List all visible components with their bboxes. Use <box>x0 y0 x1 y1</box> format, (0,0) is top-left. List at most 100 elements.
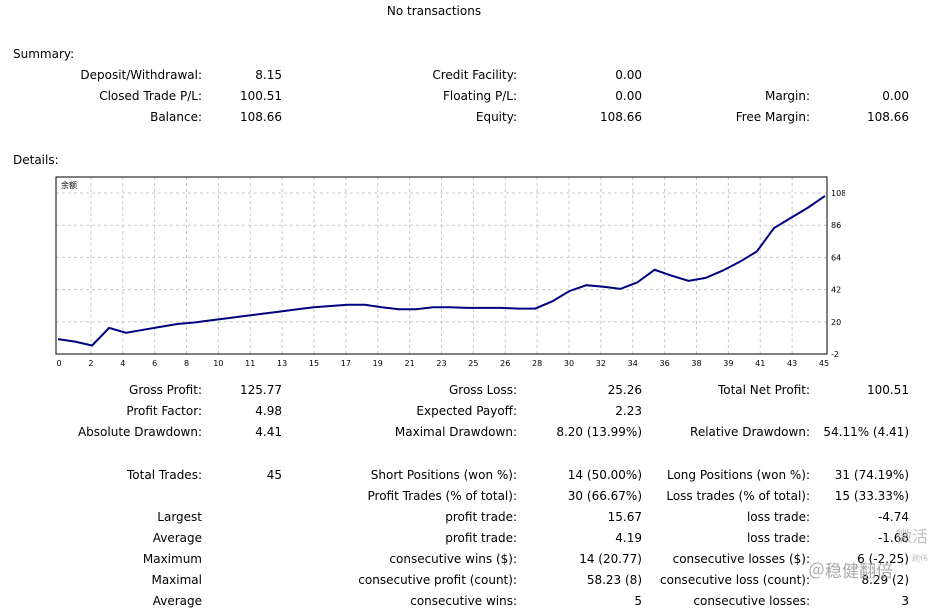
x-axis-ticks: 0 2 4 6 8 10 11 13 15 17 19 21 23 25 26 28 30 32 34 36 38 39 4… <box>56 359 829 368</box>
total-trades-label: Total Trades: <box>127 468 202 482</box>
gross-loss-value: 25.26 <box>607 383 642 397</box>
avg-consecutive-losses-value: 3 <box>901 594 909 608</box>
credit-value: 0.00 <box>615 68 642 82</box>
watermark-small-text: 刷伟 <box>912 554 928 563</box>
avg-consecutive-wins-value: 5 <box>634 594 642 608</box>
balance-value: 108.66 <box>240 110 282 124</box>
expected-payoff-value: 2.23 <box>615 404 642 418</box>
max-consecutive-wins-value: 14 (20.77) <box>579 552 642 566</box>
x-tick-label: 41 <box>755 359 765 368</box>
x-tick-label: 25 <box>468 359 478 368</box>
largest-profit-value: 15.67 <box>607 510 642 524</box>
x-tick-label: 32 <box>596 359 606 368</box>
average-loss-value: -1.68 <box>877 531 909 545</box>
equity-value: 108.66 <box>600 110 642 124</box>
balance-label: Balance: <box>150 110 202 124</box>
x-tick-label: 19 <box>373 359 383 368</box>
x-tick-label: 2 <box>88 359 93 368</box>
x-tick-label: 6 <box>152 359 157 368</box>
short-positions-value: 14 (50.00%) <box>567 468 642 482</box>
profit-trades-value: 30 (66.67%) <box>567 489 642 503</box>
summary-heading: Summary: <box>13 47 75 61</box>
profit-factor-value: 4.98 <box>255 404 282 418</box>
report-title: No transactions <box>386 4 482 18</box>
maximum-label: Maximum <box>142 552 202 566</box>
x-tick-label: 36 <box>660 359 670 368</box>
avg-consecutive-losses-label: consecutive losses: <box>693 594 810 608</box>
x-tick-label: 4 <box>120 359 125 368</box>
loss-trades-label: Loss trades (% of total): <box>666 489 810 503</box>
maximal-consecutive-loss-label: consecutive loss (count): <box>660 573 810 587</box>
profit-factor-label: Profit Factor: <box>126 404 202 418</box>
maximal-drawdown-label: Maximal Drawdown: <box>394 425 517 439</box>
closed-pl-label: Closed Trade P/L: <box>99 89 202 103</box>
free-margin-value: 108.66 <box>867 110 909 124</box>
maximal-label: Maximal <box>151 573 202 587</box>
x-tick-label: 39 <box>723 359 733 368</box>
net-profit-value: 100.51 <box>867 383 909 397</box>
chart-grid <box>56 177 827 354</box>
x-tick-label: 38 <box>691 359 701 368</box>
x-tick-label: 23 <box>436 359 446 368</box>
x-tick-label: 45 <box>819 359 829 368</box>
watermark-text: ＠稳健翻倍 <box>808 562 893 582</box>
y-tick-label: 20 <box>831 318 841 327</box>
x-tick-label: 21 <box>405 359 415 368</box>
gross-profit-label: Gross Profit: <box>129 383 202 397</box>
y-tick-label: 108 <box>831 189 845 198</box>
loss-trades-value: 15 (33.33%) <box>834 489 909 503</box>
x-tick-label: 0 <box>56 359 61 368</box>
chart-frame <box>55 176 828 355</box>
x-tick-label: 30 <box>564 359 574 368</box>
avg-consecutive-wins-label: consecutive wins: <box>410 594 517 608</box>
max-consecutive-wins-label: consecutive wins ($): <box>389 552 517 566</box>
x-tick-label: 11 <box>245 359 255 368</box>
relative-drawdown-value: 54.11% (4.41) <box>823 425 909 439</box>
short-positions-label: Short Positions (won %): <box>370 468 517 482</box>
relative-drawdown-label: Relative Drawdown: <box>690 425 810 439</box>
average-consecutive-label: Average <box>152 594 202 608</box>
deposit-value: 8.15 <box>255 68 282 82</box>
x-tick-label: 10 <box>213 359 223 368</box>
largest-loss-label: loss trade: <box>746 510 810 524</box>
x-tick-label: 13 <box>277 359 287 368</box>
largest-loss-value: -4.74 <box>877 510 909 524</box>
equity-label: Equity: <box>475 110 517 124</box>
net-profit-label: Total Net Profit: <box>717 383 810 397</box>
maximal-consecutive-profit-label: consecutive profit (count): <box>358 573 517 587</box>
gross-profit-value: 125.77 <box>240 383 282 397</box>
max-consecutive-losses-label: consecutive losses ($): <box>672 552 810 566</box>
x-tick-label: 28 <box>532 359 542 368</box>
x-tick-label: 34 <box>628 359 638 368</box>
average-profit-label: profit trade: <box>445 531 517 545</box>
absolute-drawdown-value: 4.41 <box>255 425 282 439</box>
long-positions-value: 31 (74.19%) <box>834 468 909 482</box>
absolute-drawdown-label: Absolute Drawdown: <box>77 425 202 439</box>
details-heading: Details: <box>13 153 59 167</box>
largest-profit-label: profit trade: <box>445 510 517 524</box>
closed-pl-value: 100.51 <box>240 89 282 103</box>
average-label: Average <box>152 531 202 545</box>
maximal-drawdown-value: 8.20 (13.99%) <box>556 425 642 439</box>
x-tick-label: 8 <box>184 359 189 368</box>
y-axis-ticks: 108 86 64 42 20 -2 <box>831 189 845 359</box>
x-tick-label: 26 <box>500 359 510 368</box>
average-profit-value: 4.19 <box>615 531 642 545</box>
maximal-consecutive-profit-value: 58.23 (8) <box>586 573 642 587</box>
maximal-consecutive-loss-value: 8.29 (2) <box>861 573 909 587</box>
watermark-side-text: 微活 <box>896 527 929 546</box>
credit-label: Credit Facility: <box>432 68 517 82</box>
floating-pl-label: Floating P/L: <box>442 89 517 103</box>
max-consecutive-losses-value: 6 (-2.25) <box>857 552 909 566</box>
deposit-label: Deposit/Withdrawal: <box>80 68 202 82</box>
largest-label: Largest <box>157 510 202 524</box>
y-tick-label: 64 <box>831 253 841 262</box>
long-positions-label: Long Positions (won %): <box>666 468 810 482</box>
total-trades-value: 45 <box>266 468 282 482</box>
x-tick-label: 43 <box>787 359 797 368</box>
y-tick-label: 42 <box>831 286 841 295</box>
y-tick-label: 86 <box>831 221 841 230</box>
floating-pl-value: 0.00 <box>615 89 642 103</box>
free-margin-label: Free Margin: <box>735 110 810 124</box>
chart-title: 余额 <box>61 180 77 190</box>
